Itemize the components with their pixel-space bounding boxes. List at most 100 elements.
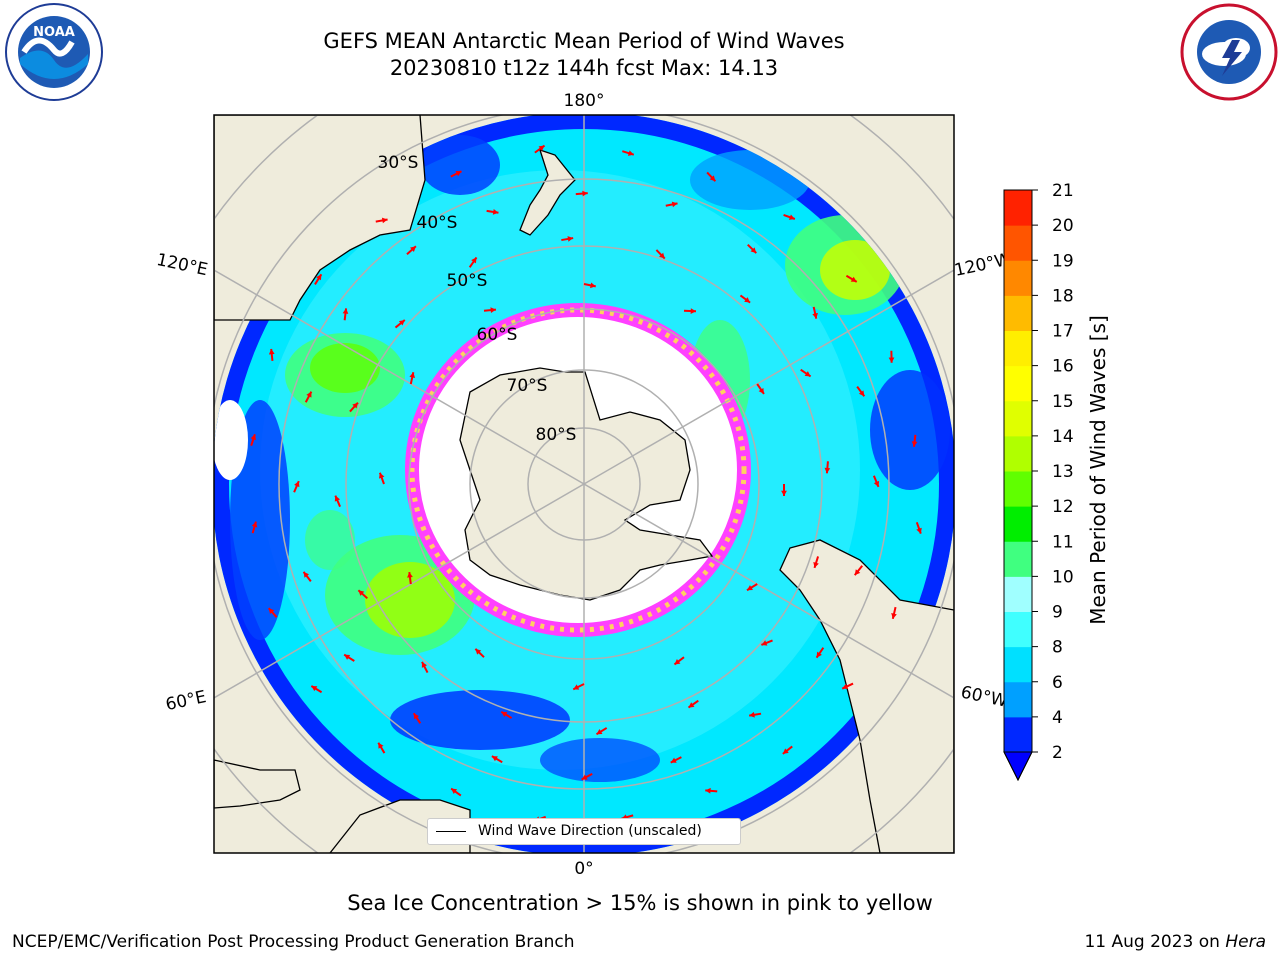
wind-arrow-head xyxy=(761,640,768,646)
wind-arrow-head xyxy=(582,190,588,197)
wind-arrow-head xyxy=(352,402,358,409)
wind-arrow-head xyxy=(590,282,596,289)
footer-credit: NCEP/EMC/Verification Post Processing Pr… xyxy=(12,932,575,952)
wind-arrow-head xyxy=(690,308,696,314)
chart-subtitle: 20230810 t12z 144h fcst Max: 14.13 xyxy=(389,56,779,80)
wind-arrow-head xyxy=(268,608,275,615)
wind-arrow-head xyxy=(812,312,818,319)
wind-arrow-head xyxy=(749,711,755,718)
lat-label-30s: 30°S xyxy=(378,153,419,173)
wind-arrow-head xyxy=(306,391,312,398)
colorbar-segment xyxy=(1004,576,1032,612)
wind-arrow-head xyxy=(891,613,897,619)
wind-arrow-head xyxy=(873,480,880,487)
wind-arrow-head xyxy=(674,659,681,665)
wind-arrow-head xyxy=(410,246,416,252)
wind-arrow-head xyxy=(842,683,849,690)
chart-title: GEFS MEAN Antarctic Mean Period of Wind … xyxy=(323,29,845,53)
wind-arrow-head xyxy=(746,585,753,591)
wind-arrow-head xyxy=(750,247,757,254)
colorbar-segment xyxy=(1004,295,1032,331)
wind-arrow-head xyxy=(344,654,351,660)
colorbar-segment xyxy=(1004,400,1032,437)
colorbar-tick-label: 13 xyxy=(1052,462,1074,482)
wind-arrow-head xyxy=(378,472,385,479)
wind-wave-arrows xyxy=(250,144,922,822)
wind-arrow-head xyxy=(888,357,895,363)
lon-label-180: 180° xyxy=(564,91,605,111)
wind-arrow-head xyxy=(421,661,427,668)
colorbar-tick-label: 21 xyxy=(1052,181,1074,201)
wind-arrow-head xyxy=(342,308,349,314)
wind-arrow-head xyxy=(475,648,482,655)
colorbar-extend-triangle xyxy=(1003,751,1033,782)
noaa-logo: NOAA xyxy=(5,3,103,101)
wind-arrow-head xyxy=(567,236,574,242)
wind-arrow-head xyxy=(334,495,341,502)
sea-ice-note: Sea Ice Concentration > 15% is shown in … xyxy=(347,891,933,915)
footer-date-text: 11 Aug 2023 on xyxy=(1084,932,1226,952)
wind-arrow-head xyxy=(251,521,258,528)
wind-arrow-head xyxy=(804,371,811,377)
wind-arrow-head xyxy=(581,774,588,780)
colorbar-tick-label: 9 xyxy=(1052,603,1063,623)
nws-logo xyxy=(1180,3,1278,101)
wind-arrow-head xyxy=(858,390,865,397)
wind-arrow-head xyxy=(491,756,498,762)
wind-arrow-head xyxy=(824,467,831,474)
wind-arrow-head xyxy=(268,348,275,355)
footer-host: Hera xyxy=(1225,932,1266,952)
colorbar-segment xyxy=(1004,225,1032,261)
wind-arrow-head xyxy=(596,729,603,735)
wind-arrow-head xyxy=(490,307,496,314)
wind-arrow-head xyxy=(413,713,420,720)
colorbar-segment xyxy=(1004,506,1032,542)
wind-arrow-head xyxy=(688,702,695,708)
colorbar-label: Mean Period of Wind Waves [s] xyxy=(1086,315,1110,625)
lon-label-0: 0° xyxy=(574,859,593,879)
colorbar-tick-label: 15 xyxy=(1052,392,1074,412)
colorbar-segment xyxy=(1004,716,1032,753)
colorbar-segment xyxy=(1004,471,1032,507)
wind-arrow-head xyxy=(916,527,922,534)
wind-arrow-head xyxy=(294,481,300,488)
wind-arrow-head xyxy=(788,214,795,220)
colorbar-tick-label: 8 xyxy=(1052,638,1063,658)
colorbar-tick-label: 2 xyxy=(1052,743,1063,763)
colorbar-segment xyxy=(1004,365,1032,402)
wind-arrow-head xyxy=(850,276,857,282)
colorbar-segment xyxy=(1004,330,1032,367)
wind-arrow-head xyxy=(492,209,499,215)
colorbar-tick-label: 19 xyxy=(1052,251,1074,271)
wind-arrow-head xyxy=(538,145,545,151)
wind-arrow-head xyxy=(659,252,665,259)
wind-arrow-head xyxy=(451,788,458,794)
wind-arrow-head xyxy=(398,319,405,326)
colorbar-outline xyxy=(1003,189,1033,782)
colorbar-tick-label: 17 xyxy=(1052,322,1074,342)
wind-arrow-head xyxy=(854,569,861,576)
colorbar-tick-label: 18 xyxy=(1052,286,1074,306)
wind-arrow-head xyxy=(911,441,918,447)
africa-land xyxy=(214,759,301,809)
colorbar-segment xyxy=(1004,611,1032,648)
wind-arrow-head xyxy=(573,684,580,690)
wind-arrow-head xyxy=(709,175,716,182)
wind-arrow-head xyxy=(671,201,678,208)
wind-arrow-head xyxy=(813,561,819,568)
wind-arrow-head xyxy=(303,571,310,578)
wind-arrow-head xyxy=(471,257,477,264)
map-legend: Wind Wave Direction (unscaled) xyxy=(427,818,741,845)
wind-arrow-head xyxy=(358,590,365,596)
footer-date: 11 Aug 2023 on Hera xyxy=(1084,932,1266,952)
wind-arrow-head xyxy=(381,217,388,224)
wind-arrow-head xyxy=(758,387,764,394)
colorbar-segment xyxy=(1004,260,1032,296)
wind-arrow-head xyxy=(378,742,384,749)
colorbar-segment xyxy=(1004,646,1032,683)
australia-land xyxy=(214,115,426,321)
wind-arrow-head xyxy=(744,297,751,303)
new-zealand-land xyxy=(519,148,576,236)
